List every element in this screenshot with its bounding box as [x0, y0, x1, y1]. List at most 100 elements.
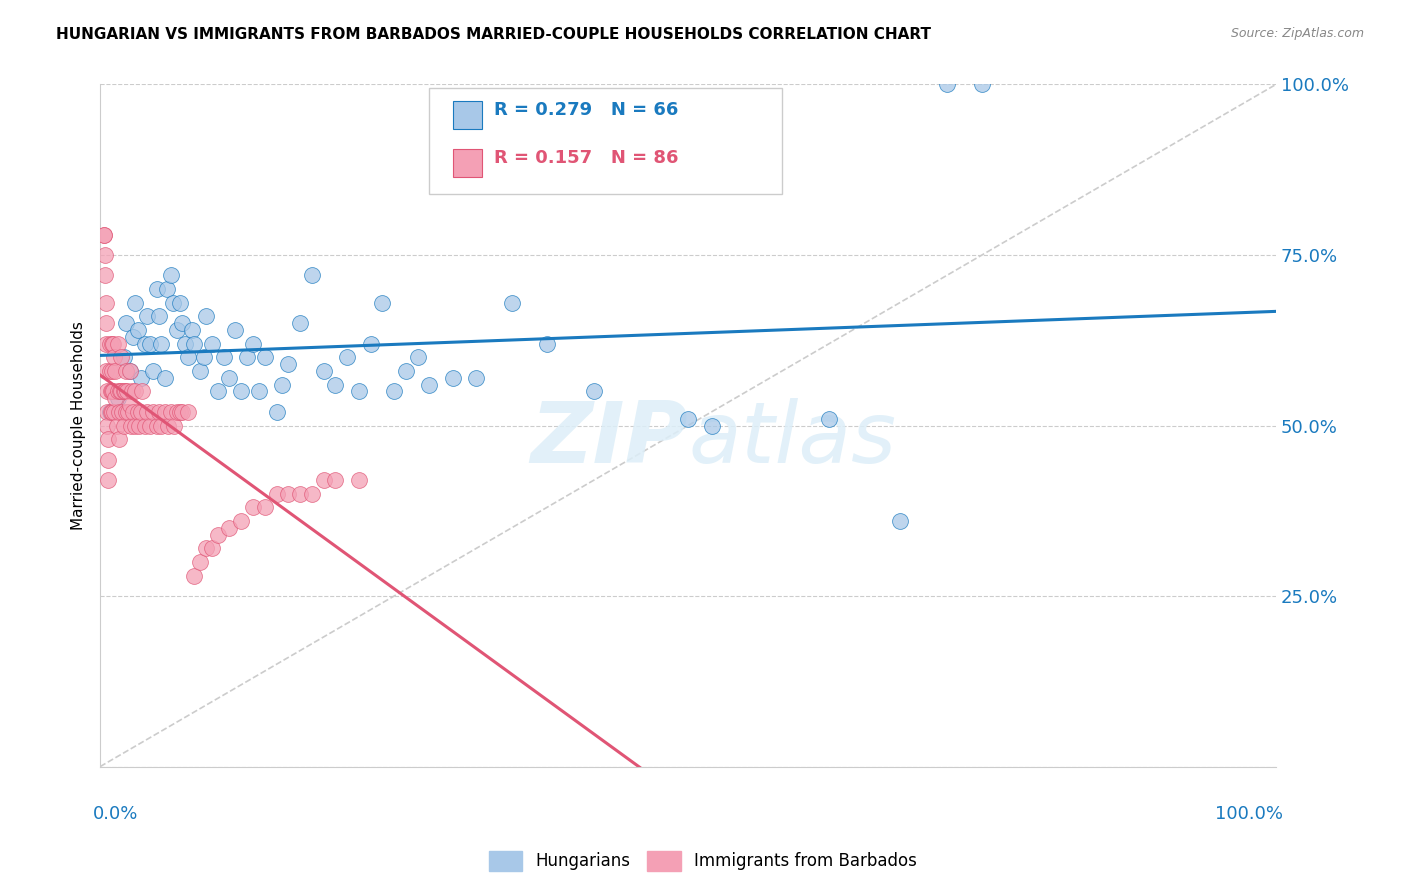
Point — [501, 295, 523, 310]
Point — [129, 371, 152, 385]
Point — [382, 384, 405, 399]
Point — [183, 336, 205, 351]
Point — [231, 514, 253, 528]
Point — [288, 487, 311, 501]
Point — [94, 364, 117, 378]
Point — [93, 227, 115, 242]
Point — [323, 473, 346, 487]
Point — [207, 384, 229, 399]
Text: Source: ZipAtlas.com: Source: ZipAtlas.com — [1230, 27, 1364, 40]
Point — [889, 514, 911, 528]
Point — [97, 452, 120, 467]
Point — [153, 405, 176, 419]
Text: R = 0.157   N = 86: R = 0.157 N = 86 — [494, 149, 679, 167]
Point — [465, 371, 488, 385]
Point — [94, 336, 117, 351]
Point — [101, 384, 124, 399]
Point — [441, 371, 464, 385]
Point — [96, 418, 118, 433]
Point — [94, 248, 117, 262]
Point — [347, 473, 370, 487]
Point — [103, 351, 125, 365]
Point — [108, 405, 131, 419]
Point — [169, 295, 191, 310]
Point — [97, 432, 120, 446]
Point — [288, 316, 311, 330]
Point — [94, 295, 117, 310]
Point — [98, 364, 121, 378]
Point — [115, 364, 138, 378]
Point — [110, 351, 132, 365]
Point — [136, 405, 159, 419]
Point — [582, 384, 605, 399]
Point — [180, 323, 202, 337]
Point — [201, 541, 224, 556]
Point — [159, 405, 181, 419]
Point — [136, 310, 159, 324]
Point — [112, 384, 135, 399]
Point — [118, 398, 141, 412]
Point — [122, 405, 145, 419]
Point — [253, 351, 276, 365]
Point — [153, 371, 176, 385]
Point — [162, 295, 184, 310]
Point — [142, 364, 165, 378]
Point — [124, 295, 146, 310]
Point — [266, 405, 288, 419]
Point — [277, 357, 299, 371]
Point — [114, 384, 136, 399]
Bar — [453, 149, 482, 177]
Point — [131, 384, 153, 399]
Point — [156, 282, 179, 296]
Point — [935, 78, 957, 92]
Point — [224, 323, 246, 337]
Point — [201, 336, 224, 351]
Point — [218, 371, 240, 385]
Point — [148, 310, 170, 324]
Point — [138, 336, 160, 351]
Y-axis label: Married-couple Households: Married-couple Households — [72, 321, 86, 530]
Point — [166, 405, 188, 419]
Point — [108, 384, 131, 399]
Text: 0.0%: 0.0% — [93, 805, 139, 823]
Point — [700, 418, 723, 433]
Point — [163, 418, 186, 433]
Point — [96, 405, 118, 419]
Point — [111, 405, 134, 419]
Point — [157, 418, 180, 433]
Point — [159, 268, 181, 283]
Point — [336, 351, 359, 365]
Point — [112, 418, 135, 433]
Point — [676, 411, 699, 425]
Point — [212, 351, 235, 365]
Text: 100.0%: 100.0% — [1215, 805, 1282, 823]
Point — [110, 384, 132, 399]
Text: R = 0.279   N = 66: R = 0.279 N = 66 — [494, 102, 679, 120]
Point — [145, 418, 167, 433]
Point — [271, 377, 294, 392]
Point — [100, 384, 122, 399]
Point — [207, 527, 229, 541]
Point — [247, 384, 270, 399]
Text: HUNGARIAN VS IMMIGRANTS FROM BARBADOS MARRIED-COUPLE HOUSEHOLDS CORRELATION CHAR: HUNGARIAN VS IMMIGRANTS FROM BARBADOS MA… — [56, 27, 931, 42]
Point — [120, 418, 142, 433]
Point — [312, 473, 335, 487]
Point — [312, 364, 335, 378]
Point — [97, 473, 120, 487]
FancyBboxPatch shape — [429, 87, 782, 194]
Point — [242, 500, 264, 515]
Point — [118, 364, 141, 378]
Point — [107, 391, 129, 405]
Text: atlas: atlas — [688, 398, 896, 481]
Point — [418, 377, 440, 392]
Point — [148, 405, 170, 419]
Point — [166, 323, 188, 337]
Point — [115, 316, 138, 330]
Point — [98, 405, 121, 419]
Point — [169, 405, 191, 419]
Point — [188, 555, 211, 569]
Point — [145, 282, 167, 296]
Bar — [453, 102, 482, 128]
Point — [117, 405, 139, 419]
Point — [127, 323, 149, 337]
